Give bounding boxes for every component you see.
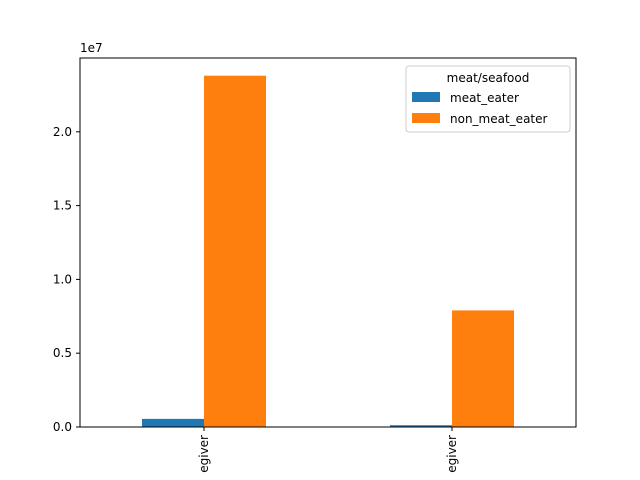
- legend-swatch-meat_eater: [412, 92, 440, 102]
- x-axis: egiver egiver: [197, 427, 459, 473]
- bar-meat_eater: [142, 418, 204, 427]
- bar-non_meat_eater: [204, 75, 266, 427]
- legend-title: meat/seafood: [447, 71, 530, 85]
- y-tick-label: 1.0: [53, 272, 72, 286]
- plot-area: [79, 57, 577, 428]
- legend-label-meat_eater: meat_eater: [450, 91, 519, 105]
- legend: meat/seafood meat_eater non_meat_eater: [405, 65, 571, 133]
- bar-meat_eater: [390, 425, 452, 427]
- y-tick-label: 2.0: [53, 125, 72, 139]
- legend-label-non_meat_eater: non_meat_eater: [450, 112, 548, 126]
- axes-frame: [79, 57, 577, 428]
- x-tick-label: egiver: [445, 435, 459, 473]
- legend-box: [405, 65, 571, 133]
- x-tick-label: egiver: [197, 435, 211, 473]
- legend-swatch-non_meat_eater: [412, 113, 440, 123]
- y-tick-label: 1.5: [53, 199, 72, 213]
- y-tick-label: 0.0: [53, 420, 72, 434]
- y-tick-label: 0.5: [53, 346, 72, 360]
- y-offset-label: 1e7: [80, 41, 103, 55]
- bar-non_meat_eater: [452, 310, 514, 427]
- y-axis: 0.0 0.5 1.0 1.5 2.0: [53, 125, 80, 434]
